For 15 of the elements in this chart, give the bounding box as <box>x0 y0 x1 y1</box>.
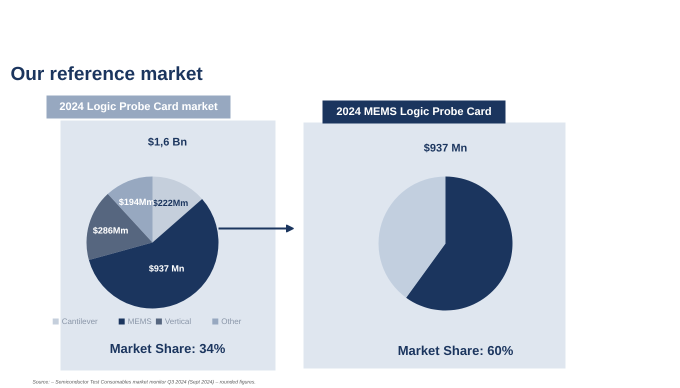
chart-subtitle: $1,6 Bn <box>148 136 188 148</box>
chart-title: 2024 MEMS Logic Probe Card <box>336 106 492 118</box>
data-label: $194Mm <box>118 196 154 207</box>
text: Market Share: 34% <box>110 341 226 356</box>
legend-label: Other <box>221 317 242 326</box>
text: Our reference market <box>10 64 204 85</box>
data-label: $937 Mn <box>148 264 184 274</box>
legend-label: Cantilever <box>62 317 98 326</box>
legend-label: Vertical <box>164 317 192 326</box>
chart-title: 2024 Logic Probe Card market <box>59 101 218 113</box>
chart-subtitle: $937 Mn <box>424 142 468 154</box>
data-label: $222Mm <box>152 198 188 208</box>
data-label: $286Mm <box>92 226 128 236</box>
text: Market Share: 60% <box>398 343 514 358</box>
legend-label: MEMS <box>128 317 152 326</box>
